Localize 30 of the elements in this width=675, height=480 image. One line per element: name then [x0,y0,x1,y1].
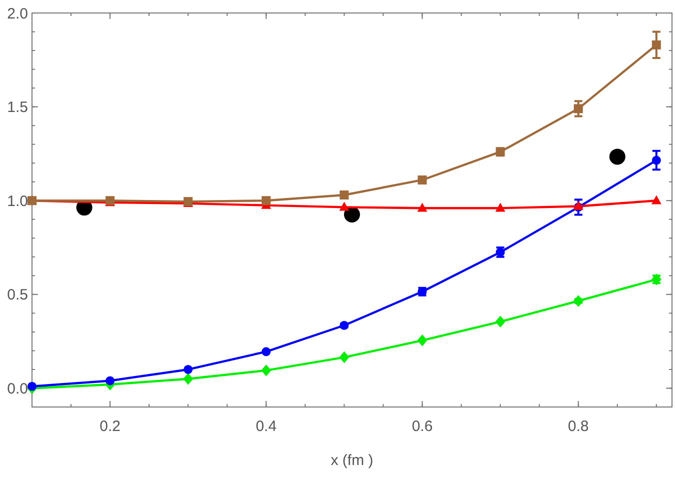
x-tick-label: 0.8 [568,418,589,435]
point [340,190,349,200]
x-tick-label: 0.6 [412,418,433,435]
point [261,364,272,376]
point [417,202,428,212]
point [495,202,506,212]
x-tick-label: 0.4 [256,418,277,435]
point [339,202,350,211]
y-tick-label: 1.5 [7,99,28,116]
y-tick-label: 0.0 [7,380,28,398]
point [183,373,194,385]
point [573,295,584,307]
point [262,196,271,206]
x-axis-title: x (fm ) [330,452,374,469]
point [184,364,193,374]
point [339,351,350,364]
x-tick-label: 0.2 [100,418,120,435]
y-tick-label: 1.0 [7,192,28,210]
y-tick-label: 2.0 [7,5,28,22]
point [495,316,506,328]
point [609,148,626,165]
point [652,156,661,165]
point [106,376,115,386]
point [417,334,428,346]
y-tick-label: 0.5 [7,286,28,304]
point [28,382,36,391]
point [651,195,662,204]
point [652,40,661,50]
point [262,347,271,356]
point [574,104,583,114]
